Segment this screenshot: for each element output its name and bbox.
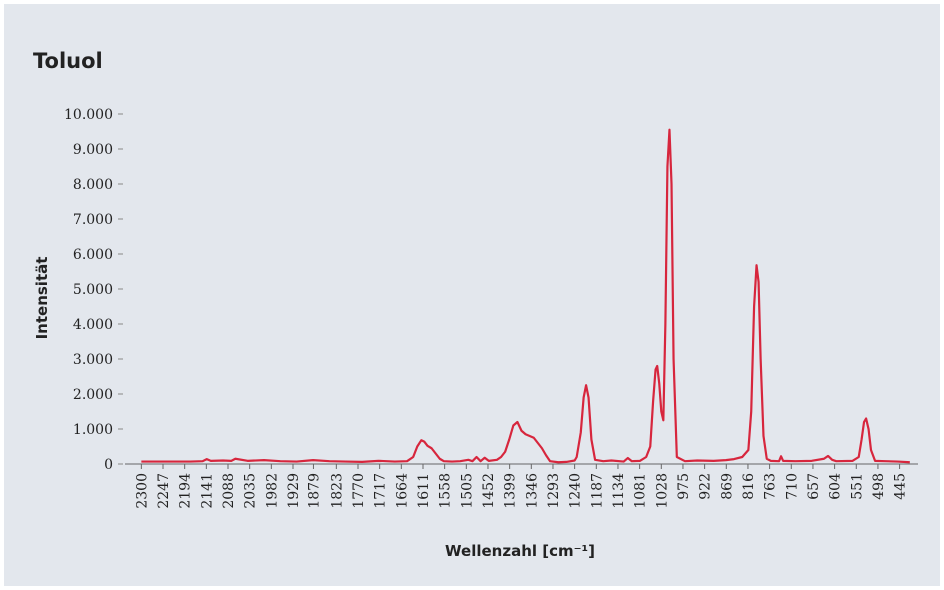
x-tick-label: 1664: [394, 473, 410, 509]
y-tick-label: 2.000: [73, 387, 113, 403]
x-tick-label: 1982: [264, 473, 280, 509]
y-tick-label: 0: [104, 457, 113, 473]
x-tick-label: 1081: [633, 473, 649, 509]
x-tick-label: 445: [893, 473, 909, 500]
x-tick-label: 1717: [373, 473, 389, 509]
x-tick-label: 498: [871, 473, 887, 500]
x-tick-label: 1293: [546, 473, 562, 509]
x-tick-label: 1558: [438, 473, 454, 509]
x-tick-label: 551: [849, 473, 865, 500]
x-tick-label: 710: [784, 473, 800, 500]
y-tick-label: 8.000: [73, 177, 113, 193]
x-tick-label: 1929: [286, 473, 302, 509]
x-tick-label: 1452: [481, 473, 497, 509]
y-tick-label: 10.000: [64, 107, 113, 123]
x-tick-label: 1611: [416, 473, 432, 509]
x-tick-label: 1134: [611, 473, 627, 509]
x-tick-label: 1879: [306, 473, 322, 509]
x-tick-label: 657: [806, 473, 822, 500]
y-tick-label: 5.000: [73, 282, 113, 298]
panel: [4, 4, 940, 586]
x-tick-label: 2247: [156, 473, 172, 509]
x-tick-label: 2194: [178, 473, 194, 509]
x-tick-label: 2088: [221, 473, 237, 509]
spectrum-line: [141, 128, 910, 464]
x-tick-label: 2300: [134, 473, 150, 509]
x-tick-label: 1187: [589, 473, 605, 509]
x-tick-label: 1028: [654, 473, 670, 509]
x-tick-label: 869: [719, 473, 735, 500]
y-tick-label: 3.000: [73, 352, 113, 368]
y-tick-label: 1.000: [73, 422, 113, 438]
y-tick-label: 6.000: [73, 247, 113, 263]
x-tick-label: 1399: [503, 473, 519, 509]
x-tick-label: 1240: [568, 473, 584, 509]
x-tick-label: 1505: [459, 473, 475, 509]
x-tick-label: 1346: [524, 473, 540, 509]
x-tick-label: 2141: [199, 473, 215, 509]
chart-title: Toluol: [33, 49, 103, 73]
x-tick-label: 1770: [351, 473, 367, 509]
x-tick-label: 763: [763, 473, 779, 500]
x-axis-label: Wellenzahl [cm⁻¹]: [445, 542, 595, 560]
y-tick-label: 9.000: [73, 142, 113, 158]
y-axis-label: Intensität: [33, 257, 51, 340]
x-tick-label: 922: [698, 473, 714, 500]
x-tick-label: 2035: [243, 473, 259, 509]
x-tick-label: 975: [676, 473, 692, 500]
y-tick-label: 4.000: [73, 317, 113, 333]
x-tick-label: 1823: [329, 473, 345, 509]
x-tick-label: 604: [828, 473, 844, 500]
x-tick-label: 816: [741, 473, 757, 500]
y-tick-label: 7.000: [73, 212, 113, 228]
